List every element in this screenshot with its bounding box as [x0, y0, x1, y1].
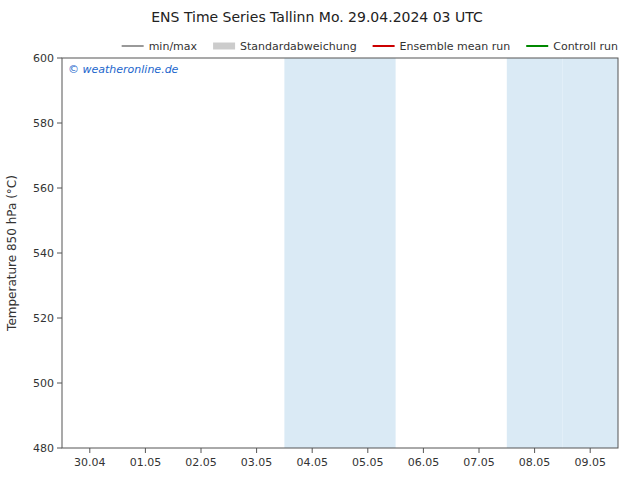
legend-label: min/max [149, 40, 198, 53]
y-tick-label: 560 [33, 182, 54, 195]
y-tick [57, 188, 62, 189]
x-tick-label: 06.05 [408, 456, 440, 469]
shaded-region [284, 58, 340, 448]
x-tick [423, 448, 424, 453]
x-tick [367, 448, 368, 453]
x-tick-label: 03.05 [241, 456, 273, 469]
plot-area [284, 58, 618, 448]
shaded-region [340, 58, 396, 448]
title: ENS Time Series Tallinn Mo. 29.04.2024 0… [151, 9, 483, 25]
x-tick [256, 448, 257, 453]
legend-swatch [122, 45, 144, 47]
y-tick-label: 600 [33, 52, 54, 65]
y-tick [57, 123, 62, 124]
y-tick [57, 58, 62, 59]
x-tick [534, 448, 535, 453]
x-tick [590, 448, 591, 453]
watermark: © weatheronline.de [68, 63, 179, 76]
x-tick-label: 01.05 [130, 456, 162, 469]
x-tick-label: 02.05 [185, 456, 217, 469]
y-tick-label: 520 [33, 312, 54, 325]
legend: min/max Standardabweichung Ensemble mean r… [122, 40, 618, 53]
y-axis-label: Temperature 850 hPa (°C) [5, 175, 19, 332]
x-tick-label: 07.05 [463, 456, 495, 469]
y-tick-label: 580 [33, 117, 54, 130]
legend-swatch [373, 45, 395, 47]
y-tick [57, 253, 62, 254]
legend-label: Standardabweichung [240, 40, 357, 53]
legend-swatch [526, 45, 548, 47]
y-tick-label: 500 [33, 377, 54, 390]
y-tick [57, 383, 62, 384]
shaded-region [562, 58, 618, 448]
y-tick [57, 448, 62, 449]
shaded-region [507, 58, 563, 448]
x-tick [479, 448, 480, 453]
x-tick [312, 448, 313, 453]
y-tick-label: 480 [33, 442, 54, 455]
plot-frame [62, 58, 618, 448]
x-tick-label: 04.05 [296, 456, 328, 469]
x-tick [201, 448, 202, 453]
x-tick-label: 09.05 [574, 456, 606, 469]
x-tick-label: 08.05 [519, 456, 551, 469]
legend-swatch [213, 43, 235, 50]
chart: 480 500 520 540 560 580 600 30.04 01.05 02.05 03.0… [0, 0, 634, 490]
x-tick-label: 05.05 [352, 456, 384, 469]
y-tick [57, 318, 62, 319]
x-tick [145, 448, 146, 453]
x-tick [89, 448, 90, 453]
legend-label: Controll run [553, 40, 618, 53]
legend-label: Ensemble mean run [400, 40, 511, 53]
y-tick-label: 540 [33, 247, 54, 260]
x-tick-label: 30.04 [74, 456, 106, 469]
